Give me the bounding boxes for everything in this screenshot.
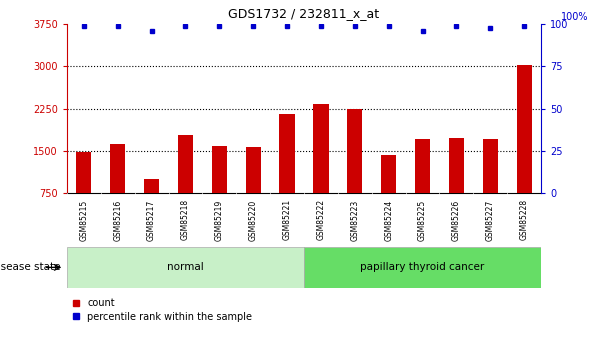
Bar: [347, 109, 362, 193]
Text: GSM85224: GSM85224: [384, 199, 393, 240]
Bar: [212, 146, 227, 193]
Bar: [483, 139, 498, 193]
Text: GSM85221: GSM85221: [283, 199, 292, 240]
Text: GSM85219: GSM85219: [215, 199, 224, 240]
Text: GSM85225: GSM85225: [418, 199, 427, 240]
Bar: [67, 247, 304, 288]
Bar: [304, 247, 541, 288]
Text: GSM85226: GSM85226: [452, 199, 461, 240]
Text: GSM85223: GSM85223: [350, 199, 359, 240]
Title: GDS1732 / 232811_x_at: GDS1732 / 232811_x_at: [229, 7, 379, 20]
Text: GSM85228: GSM85228: [520, 199, 529, 240]
Text: GSM85217: GSM85217: [147, 199, 156, 240]
Bar: [449, 138, 464, 193]
Text: GSM85222: GSM85222: [316, 199, 325, 240]
Bar: [517, 65, 532, 193]
Text: GSM85227: GSM85227: [486, 199, 495, 240]
Bar: [110, 144, 125, 193]
Text: disease state: disease state: [0, 263, 61, 272]
Bar: [415, 139, 430, 193]
Bar: [178, 135, 193, 193]
Text: normal: normal: [167, 263, 204, 272]
Bar: [280, 114, 295, 193]
Text: papillary thyroid cancer: papillary thyroid cancer: [361, 263, 485, 272]
Y-axis label: 100%: 100%: [561, 12, 588, 22]
Bar: [246, 147, 261, 193]
Text: GSM85220: GSM85220: [249, 199, 258, 240]
Text: GSM85215: GSM85215: [79, 199, 88, 240]
Text: GSM85218: GSM85218: [181, 199, 190, 240]
Bar: [313, 104, 328, 193]
Legend: count, percentile rank within the sample: count, percentile rank within the sample: [72, 298, 252, 322]
Bar: [144, 179, 159, 193]
Bar: [76, 151, 91, 193]
Bar: [381, 155, 396, 193]
Text: GSM85216: GSM85216: [113, 199, 122, 240]
